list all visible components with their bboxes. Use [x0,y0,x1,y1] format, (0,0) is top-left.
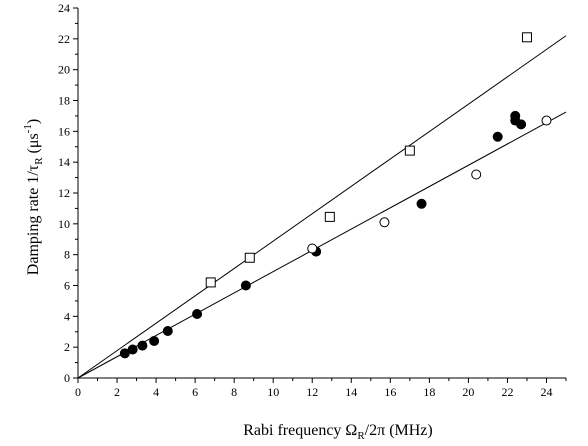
y-axis-label: Damping rate 1/τR (μs-1) [22,119,45,275]
y-tick-label: 24 [58,1,70,15]
data-point-open-square [324,211,335,222]
fit-lines [77,35,567,379]
y-tick-label: 6 [64,279,70,293]
data-point-open-circle [379,217,390,228]
data-point-open-square [205,277,216,288]
data-point-filled-circle [119,348,130,359]
y-axis-label-unit-close: ) [25,119,42,124]
x-tick-label: 6 [192,385,198,399]
x-tick-label: 12 [306,385,318,399]
x-axis-label: Rabi frequency ΩR/2π (MHz) [243,422,432,442]
y-tick-label: 2 [64,340,70,354]
data-point-open-circle [471,169,482,180]
data-point-filled-circle [416,198,427,209]
x-tick-label: 16 [384,385,396,399]
x-tick-label: 8 [231,385,237,399]
data-point-filled-circle [162,325,173,336]
x-tick-label: 10 [267,385,279,399]
x-axis-ticks: 0 2 4 6 8 10 12 14 16 18 20 22 24 [75,378,567,399]
y-tick-label: 16 [58,124,70,138]
data-point-filled-circle [510,110,521,121]
x-tick-label: 24 [540,385,552,399]
data-point-filled-circle [516,119,527,130]
data-point-filled-circle [137,340,148,351]
y-tick-label: 22 [58,32,70,46]
x-axis-label-main: Rabi frequency Ω [243,422,357,439]
x-tick-label: 14 [345,385,357,399]
data-point-open-circle [307,243,318,254]
x-tick-label: 22 [501,385,513,399]
data-point-filled-circle [149,336,160,346]
data-point-filled-circle [240,280,251,291]
y-tick-label: 12 [58,186,70,200]
x-tick-label: 18 [423,385,435,399]
x-tick-label: 4 [153,385,159,399]
data-point-open-circle [541,115,552,126]
data-point-filled-circle [192,309,203,320]
x-axis-label-subscript: R [357,430,365,442]
y-tick-label: 0 [64,371,70,385]
axes [77,8,566,379]
y-tick-label: 10 [58,217,70,231]
y-axis-label-superscript: -1 [22,124,34,133]
y-tick-label: 18 [58,94,70,108]
fit-line [77,111,567,379]
y-axis-label-subscript: R [33,157,45,165]
x-tick-label: 0 [75,385,81,399]
fit-line [77,35,567,379]
data-point-open-square [244,252,255,263]
y-axis-label-unit-open: (μs [25,133,42,157]
data-point-open-square [404,145,415,156]
y-tick-label: 8 [64,248,70,262]
y-tick-label: 14 [58,155,70,169]
data-point-filled-circle [127,344,138,355]
y-tick-label: 4 [64,309,70,323]
y-axis-label-main: Damping rate 1/τ [25,164,42,275]
x-tick-label: 20 [462,385,474,399]
data-point-open-square [521,32,532,43]
data-point-filled-circle [492,131,503,142]
x-axis-label-rest: /2π (MHz) [365,422,433,439]
y-tick-label: 20 [58,63,70,77]
data-points [119,32,552,359]
x-tick-label: 2 [114,385,120,399]
